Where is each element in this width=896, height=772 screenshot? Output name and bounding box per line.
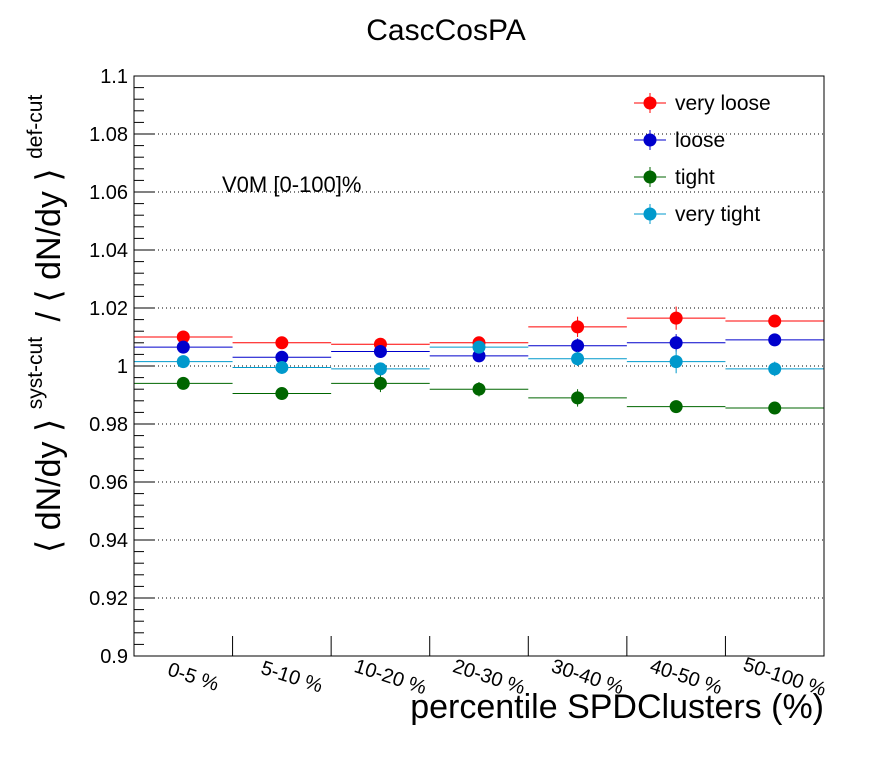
y-tick-label: 1.06 [89, 182, 128, 204]
y-tick-label: 1.08 [89, 124, 128, 146]
data-point [275, 336, 289, 350]
x-axis-title: percentile SPDClusters (%) [410, 688, 824, 726]
y-tick-label: 0.9 [100, 646, 128, 668]
legend-label: loose [675, 129, 725, 152]
legend-marker [643, 96, 657, 110]
series-tight [134, 374, 824, 415]
data-point [472, 382, 486, 396]
legend: very loose loose tight very tight [634, 92, 771, 226]
legend-marker [643, 170, 657, 184]
series-loose [134, 333, 824, 364]
data-point [472, 340, 486, 354]
legend-entry: very loose [634, 92, 771, 115]
y-tick-label: 0.96 [89, 472, 128, 494]
legend-marker [643, 207, 657, 221]
data-point [275, 350, 289, 364]
data-point [768, 401, 782, 415]
y-tick-label: 0.92 [89, 588, 128, 610]
data-point [768, 314, 782, 328]
data-point [669, 311, 683, 325]
y-axis-title-sup1: syst-cut [24, 337, 47, 410]
y-tick-label: 0.94 [89, 530, 128, 552]
y-axis: 0.9 0.92 0.94 0.96 0.98 1 1.02 1.04 1.06 1.08 1.1 [89, 66, 154, 668]
legend-label: tight [675, 166, 715, 189]
data-point [176, 355, 190, 369]
y-axis-title: ⟨ dN/dy ⟩ syst-cut / ⟨ dN/dy ⟩ def-cut [12, 95, 68, 553]
gridlines [134, 133, 824, 599]
data-point [669, 336, 683, 350]
data-point [373, 362, 387, 376]
data-point [275, 387, 289, 401]
data-point [176, 376, 190, 390]
data-point [275, 360, 289, 374]
data-point [176, 330, 190, 344]
annotation-label: V0M [0-100]% [222, 172, 361, 197]
plot-frame [133, 75, 825, 657]
data-point [571, 339, 585, 353]
legend-label: very loose [675, 92, 771, 115]
legend-entry: very tight [634, 203, 760, 226]
series-very-tight [134, 340, 824, 377]
data-point [669, 355, 683, 369]
y-tick-label: 1.02 [89, 298, 128, 320]
data-point [768, 362, 782, 376]
data-point [373, 376, 387, 390]
y-tick-label: 1.04 [89, 240, 128, 262]
series-layer [134, 306, 824, 415]
data-point [571, 320, 585, 334]
data-point [669, 400, 683, 414]
y-axis-title-divider: / ⟨ dN/dy ⟩ [30, 168, 68, 321]
data-point [768, 333, 782, 347]
data-point [571, 352, 585, 366]
data-point [373, 345, 387, 358]
legend-marker [643, 133, 657, 147]
data-point [176, 340, 190, 354]
y-axis-title-main: ⟨ dN/dy ⟩ [30, 419, 68, 553]
chart-title: CascCosPA [366, 14, 526, 47]
y-tick-label: 0.98 [89, 414, 128, 436]
y-tick-label: 1 [117, 356, 128, 378]
legend-entry: tight [634, 166, 715, 189]
legend-entry: loose [634, 129, 725, 152]
legend-label: very tight [675, 203, 760, 226]
y-tick-label: 1.1 [100, 66, 128, 88]
data-point [571, 391, 585, 405]
y-axis-title-sup2: def-cut [24, 95, 47, 159]
svg-text:⟨ dN/dy ⟩ syst-cut: ⟨ dN/dy ⟩ syst-cut / ⟨ dN/dy ⟩ def-cut [12, 95, 68, 553]
